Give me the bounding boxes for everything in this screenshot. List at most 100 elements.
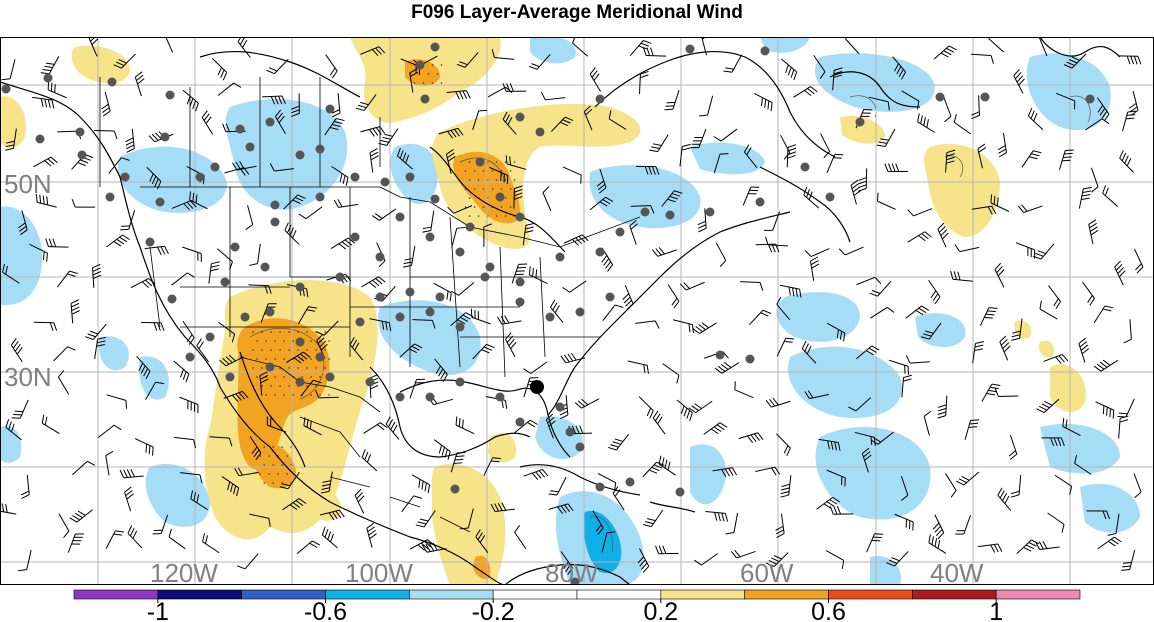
- wind-barb: [738, 432, 764, 444]
- stipple-dot: [495, 161, 498, 163]
- colorbar-tick-label: 0.2: [643, 598, 678, 622]
- station-marker: [350, 172, 360, 182]
- wind-barb: [572, 37, 588, 57]
- wind-barb: [101, 91, 111, 117]
- wind-barb: [679, 143, 691, 167]
- stipple-dot: [265, 340, 267, 342]
- stipple-dot: [288, 331, 290, 333]
- wind-barb: [1074, 454, 1092, 475]
- wind-barb: [1119, 150, 1134, 173]
- wind-barb: [563, 234, 589, 246]
- stipple-dot: [259, 473, 262, 475]
- stipple-dot: [324, 367, 326, 369]
- wind-barb: [679, 281, 705, 291]
- wind-barb: [856, 276, 882, 286]
- wind-barb: [363, 422, 388, 434]
- wind-barb: [212, 58, 228, 81]
- wind-barb: [560, 352, 586, 364]
- wind-barb: [638, 396, 654, 419]
- station-marker: [455, 322, 465, 332]
- wind-barb: [106, 394, 128, 409]
- wind-barb: [360, 126, 386, 137]
- wind-barb: [447, 205, 473, 214]
- station-marker: [395, 312, 405, 322]
- stipple-dot: [504, 215, 507, 217]
- wind-barb: [937, 395, 948, 419]
- stipple-dot: [482, 170, 485, 172]
- station-marker: [295, 282, 305, 292]
- wind-barb: [366, 522, 377, 548]
- station-marker: [685, 44, 695, 54]
- wind-barb: [730, 549, 756, 559]
- wind-barb: [1088, 219, 1099, 245]
- wind-barb: [422, 210, 435, 233]
- stipple-dot: [272, 464, 275, 466]
- stipple-dot: [283, 358, 285, 360]
- stipple-dot: [473, 206, 476, 208]
- station-marker: [380, 177, 390, 187]
- wind-barb: [1095, 401, 1115, 419]
- stipple-dot: [265, 394, 267, 396]
- wind-barb: [134, 71, 145, 97]
- wind-barb: [291, 93, 300, 117]
- wind-barb: [793, 86, 818, 98]
- station-marker: [640, 207, 650, 217]
- station-marker: [595, 247, 605, 257]
- stipple-dot: [288, 385, 290, 387]
- station-marker: [1, 84, 11, 94]
- wind-barb: [1021, 150, 1042, 168]
- wind-barb: [1055, 92, 1076, 110]
- wind-barb: [950, 270, 973, 282]
- station-marker: [665, 210, 675, 220]
- station-marker: [165, 90, 175, 100]
- wind-barb: [223, 390, 249, 402]
- stipple-dot: [256, 376, 258, 378]
- wind-barb: [528, 266, 548, 284]
- wind-barb: [92, 263, 102, 288]
- wind-barb: [282, 498, 307, 511]
- negative-area: [535, 416, 583, 460]
- station-marker: [715, 350, 725, 360]
- wind-barb: [1064, 53, 1087, 69]
- station-marker: [425, 307, 435, 317]
- wind-barb: [692, 322, 717, 334]
- negative-area: [1026, 53, 1111, 131]
- stipple-dot: [491, 170, 494, 172]
- stipple-dot: [310, 394, 312, 396]
- station-marker: [43, 73, 53, 83]
- negative-area-strong: [583, 511, 622, 573]
- station-marker: [455, 247, 465, 257]
- wind-barb: [286, 351, 311, 364]
- station-marker: [800, 162, 810, 172]
- wind-barb: [411, 474, 430, 494]
- station-marker: [565, 427, 575, 437]
- negative-area: [690, 142, 765, 175]
- wind-barb: [884, 163, 908, 173]
- wind-barb: [955, 515, 972, 535]
- station-marker: [425, 392, 435, 402]
- wind-barb: [1107, 513, 1120, 536]
- colorbar: -1 -0.6 -0.2 0.2 0.6 1: [73, 589, 1081, 622]
- wind-barb: [905, 355, 930, 364]
- wind-barb: [209, 436, 233, 447]
- stipple-dot: [297, 331, 299, 333]
- stipple-dot: [265, 358, 267, 360]
- station-marker: [480, 272, 490, 282]
- wind-barb: [1086, 510, 1110, 520]
- station-marker: [240, 312, 250, 322]
- wind-barb: [734, 381, 754, 399]
- wind-barb: [662, 363, 680, 384]
- wind-barb: [173, 360, 190, 383]
- wind-barb: [764, 211, 781, 231]
- wind-barb: [450, 451, 466, 473]
- wind-barb: [664, 90, 680, 111]
- wind-barb: [779, 284, 802, 298]
- colorbar-box: [912, 589, 997, 600]
- wind-barb: [53, 346, 76, 362]
- wind-barb: [1121, 549, 1136, 571]
- wind-barb: [190, 490, 208, 511]
- lat-label-50n: 50N: [4, 169, 52, 199]
- wind-barb: [755, 466, 781, 476]
- wind-barb: [450, 282, 475, 296]
- wind-barb: [369, 318, 392, 332]
